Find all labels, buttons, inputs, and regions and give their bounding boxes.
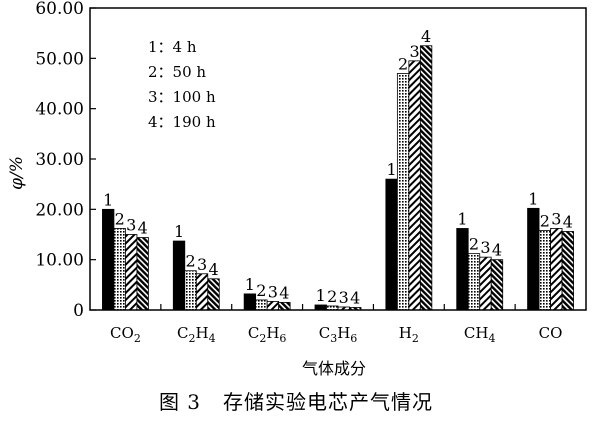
bar-co2-series-4 bbox=[136, 237, 149, 311]
y-tick-label: 60.00 bbox=[35, 0, 84, 19]
bar-series-label: 4 bbox=[138, 219, 148, 238]
x-tick-label-h2: H2 bbox=[399, 324, 419, 345]
bar-series-label: 4 bbox=[279, 283, 289, 302]
bar-series-label: 2 bbox=[540, 211, 550, 230]
bar-series-label: 4 bbox=[208, 260, 218, 279]
bar-c2h6-series-3 bbox=[266, 301, 280, 311]
bar-series-label: 3 bbox=[268, 282, 278, 301]
bar-co-series-2 bbox=[538, 230, 551, 311]
bar-series-label: 1 bbox=[245, 275, 255, 294]
bar-series-label: 1 bbox=[387, 160, 397, 179]
bar-series-label: 3 bbox=[410, 42, 420, 61]
bar-co2-series-2 bbox=[113, 228, 126, 311]
bar-series-label: 3 bbox=[126, 216, 136, 235]
y-tick-label: 50.00 bbox=[35, 49, 84, 69]
y-tick-label: 10.00 bbox=[35, 251, 84, 271]
bar-series-label: 4 bbox=[563, 212, 573, 231]
x-tick-label-c2h4: C2H4 bbox=[177, 324, 216, 345]
bar-ch4-series-4 bbox=[490, 259, 504, 311]
y-tick-label: 0 bbox=[73, 301, 84, 321]
bar-ch4-series-1 bbox=[456, 228, 469, 311]
y-axis-label: φ/% bbox=[7, 156, 27, 190]
bar-c2h6-series-1 bbox=[243, 293, 257, 311]
bar-series-label: 3 bbox=[480, 238, 490, 257]
bar-series-label: 2 bbox=[327, 287, 337, 306]
legend-entry-2: 2：50 h bbox=[148, 63, 206, 81]
bar-c2h4-series-2 bbox=[184, 270, 197, 311]
bar-co-series-4 bbox=[561, 231, 574, 311]
bar-c2h6-series-2 bbox=[255, 299, 268, 311]
bar-series-label: 2 bbox=[398, 54, 408, 73]
x-axis-label: 气体成分 bbox=[302, 359, 366, 378]
y-tick-label: 40.00 bbox=[35, 100, 84, 120]
bar-c3h6-series-1 bbox=[314, 304, 327, 311]
y-tick-label: 20.00 bbox=[35, 200, 84, 220]
legend-entry-3: 3：100 h bbox=[148, 88, 216, 106]
figure-number: 图 3 bbox=[158, 390, 202, 414]
bar-series-label: 2 bbox=[469, 235, 479, 254]
x-tick-label-co2: CO2 bbox=[110, 324, 141, 345]
bar-co-series-1 bbox=[527, 207, 540, 311]
bar-series-label: 4 bbox=[421, 27, 431, 46]
plot-frame bbox=[89, 7, 587, 311]
bar-series-label: 3 bbox=[551, 209, 561, 228]
x-axis-ticks: CO2 C2H4 C2H6 C3H6 H2 CH4 CO bbox=[110, 304, 562, 345]
bar-h2-series-2 bbox=[396, 73, 410, 311]
x-tick-label-ch4: CH4 bbox=[464, 324, 496, 345]
bar-ch4-series-2 bbox=[467, 253, 481, 311]
bar-h2-series-1 bbox=[385, 178, 398, 311]
bar-series-label: 3 bbox=[197, 255, 207, 274]
legend-entry-4: 4：190 h bbox=[148, 113, 216, 131]
bar-series-label: 4 bbox=[350, 288, 360, 307]
bar-co2-series-1 bbox=[102, 208, 115, 311]
bar-co-series-3 bbox=[550, 228, 563, 311]
bar-series-label: 1 bbox=[316, 286, 326, 305]
bar-h2-series-4 bbox=[419, 45, 433, 311]
figure-caption: 图 3 存储实验电芯产气情况 bbox=[0, 386, 592, 415]
bar-series-label: 1 bbox=[457, 209, 467, 228]
legend: 1：4 h 2：50 h 3：100 h 4：190 h bbox=[148, 38, 216, 131]
bar-series-label: 2 bbox=[115, 209, 125, 228]
bar-series-label: 3 bbox=[339, 288, 349, 307]
legend-entry-1: 1：4 h bbox=[148, 38, 197, 56]
bar-series-label: 1 bbox=[103, 190, 113, 209]
bar-series-label: 4 bbox=[492, 241, 502, 260]
bar-co2-series-3 bbox=[125, 234, 138, 311]
bar-series-label: 2 bbox=[256, 281, 266, 300]
figure-title: 存储实验电芯产气情况 bbox=[223, 390, 434, 414]
bar-c2h4-series-3 bbox=[195, 273, 209, 311]
bar-series-label: 1 bbox=[174, 222, 184, 241]
bar-ch4-series-3 bbox=[479, 256, 492, 311]
x-tick-label-c3h6: C3H6 bbox=[319, 324, 358, 345]
x-tick-label-co: CO bbox=[539, 324, 563, 342]
x-tick-label-c2h6: C2H6 bbox=[248, 324, 287, 345]
y-tick-label: 30.00 bbox=[35, 150, 84, 170]
bars bbox=[102, 45, 574, 311]
y-axis-ticks: 0 10.00 20.00 30.00 40.00 50.00 60.00 bbox=[35, 0, 96, 321]
bar-c2h4-series-4 bbox=[207, 278, 220, 311]
bar-series-label: 2 bbox=[185, 252, 195, 271]
bar-c2h4-series-1 bbox=[172, 240, 186, 311]
bar-c2h6-series-4 bbox=[278, 302, 291, 311]
bar-h2-series-3 bbox=[408, 60, 421, 311]
bar-series-label: 1 bbox=[528, 189, 538, 208]
